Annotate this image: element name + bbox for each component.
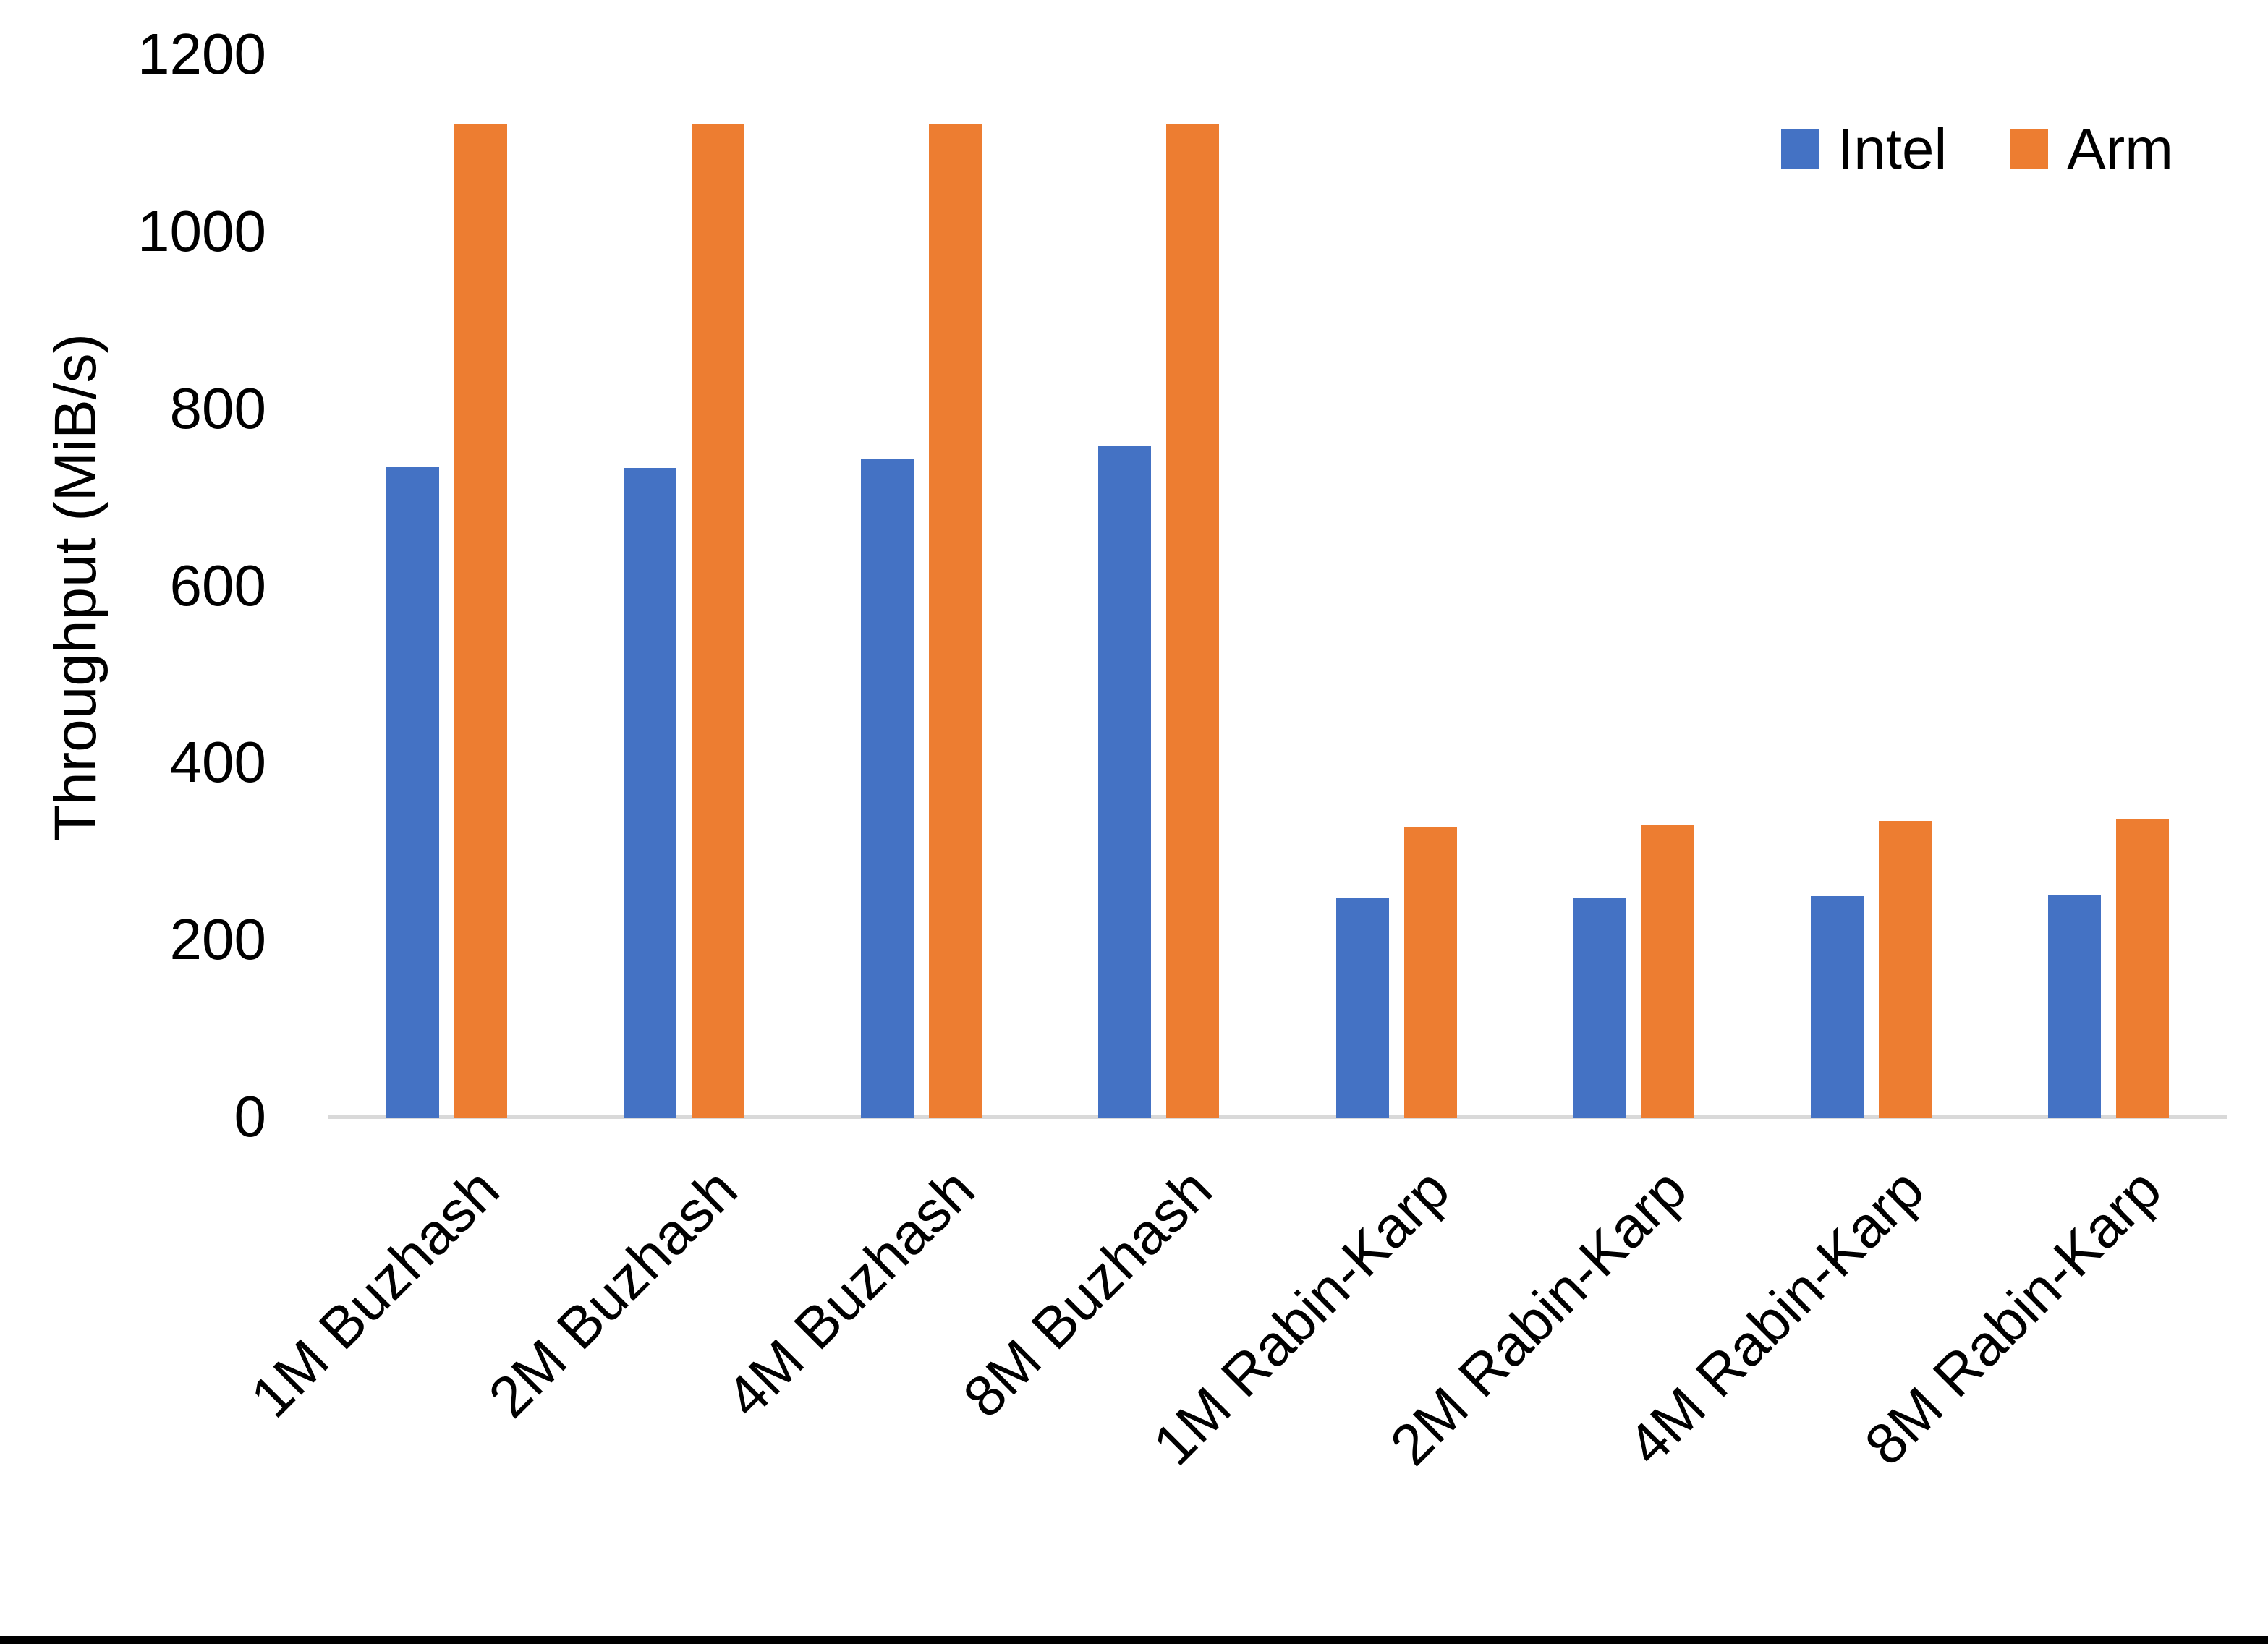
y-tick-label: 1000 (137, 198, 266, 263)
legend-label-arm: Arm (2067, 116, 2173, 181)
bar-arm-2m-rabin-karp (1641, 824, 1694, 1118)
bar-arm-1m-buzhash (454, 124, 507, 1118)
intel-series-swatch (1781, 129, 1819, 169)
bar-arm-8m-rabin-karp (2115, 819, 2169, 1118)
bar-arm-8m-buzhash (1166, 124, 1220, 1118)
bar-intel-8m-rabin-karp (2047, 895, 2101, 1118)
legend-item-arm: Arm (2010, 116, 2173, 182)
x-axis-label: 4M Buzhash (713, 1157, 987, 1430)
bar-arm-4m-buzhash (929, 124, 982, 1118)
y-tick-label: 600 (169, 553, 266, 618)
bar-arm-2m-buzhash (692, 124, 745, 1118)
bar-intel-1m-buzhash (386, 467, 439, 1118)
x-axis-label: 8M Buzhash (951, 1157, 1224, 1430)
bottom-border-bar (0, 1636, 2268, 1644)
bar-intel-8m-buzhash (1098, 445, 1152, 1118)
bar-intel-2m-rabin-karp (1573, 898, 1626, 1118)
bar-intel-2m-buzhash (624, 468, 677, 1118)
y-tick-label: 200 (169, 907, 266, 972)
x-axis-line (328, 1115, 2227, 1119)
legend-item-intel: Intel (1781, 116, 1947, 182)
arm-series-swatch (2010, 129, 2049, 169)
bar-arm-1m-rabin-karp (1403, 827, 1457, 1118)
bar-intel-1m-rabin-karp (1335, 898, 1389, 1118)
legend: Intel Arm (1781, 116, 2173, 182)
y-tick-label: 400 (169, 730, 266, 795)
bar-arm-4m-rabin-karp (1878, 820, 1932, 1118)
y-tick-label: 1200 (137, 22, 266, 86)
y-tick-label: 0 (234, 1084, 267, 1149)
x-axis-label: 2M Buzhash (475, 1157, 749, 1430)
bar-intel-4m-rabin-karp (1810, 895, 1864, 1118)
y-tick-label: 800 (169, 375, 266, 440)
legend-label-intel: Intel (1838, 116, 1948, 181)
bar-intel-4m-buzhash (861, 458, 914, 1118)
x-axis-label: 1M Buzhash (238, 1157, 512, 1430)
